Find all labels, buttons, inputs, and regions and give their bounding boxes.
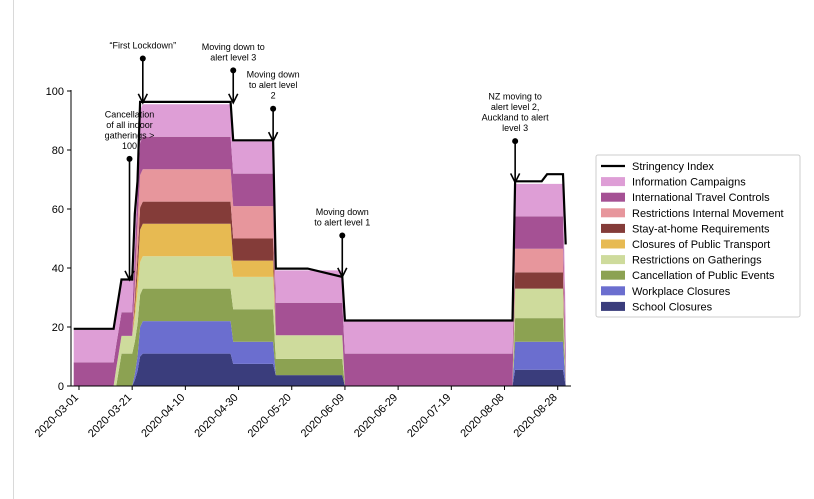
x-tick-label: 2020-03-01 [33,392,81,440]
legend-swatch-closures-of-public-transport [601,239,625,249]
legend-label-stay-at-home-requirements: Stay-at-home Requirements [632,223,770,235]
annotation-a5: Moving down to alert level 1 [314,207,370,279]
annotation-text: NZ moving to alert level 2, Auckland to al… [482,92,550,133]
legend-swatch-restrictions-on-gatherings [601,255,625,265]
annotation-arrow-head [137,93,149,105]
legend-label-cancellation-of-public-events: Cancellation of Public Events [632,270,775,282]
x-tick-label: 2020-08-28 [512,392,560,440]
x-tick-label: 2020-03-21 [86,392,134,440]
annotation-line: alert level 3 [210,52,256,62]
legend-label-stringency-index: Stringency Index [632,161,714,173]
annotation-line: Cancellation [105,109,155,119]
annotations: Cancellation of all indoor gatherings >100… [105,41,550,282]
y-tick-label: 60 [52,204,64,216]
annotation-line: 2 [271,91,276,101]
annotation-line: Moving down [247,70,300,80]
annotation-line: alert level 2, [491,102,540,112]
annotation-a1: Cancellation of all indoor gatherings >100 [105,109,155,282]
annotation-line: NZ moving to [488,92,542,102]
annotation-arrow-head [124,270,135,282]
annotation-a2: “First Lockdown” [110,41,177,105]
annotation-arrow-head [228,93,239,105]
x-tick-label: 2020-06-29 [352,392,400,440]
annotation-line: gatherings > [105,130,155,140]
legend-swatch-stay-at-home-requirements [601,223,625,233]
annotation-line: “First Lockdown” [110,41,177,51]
legend-swatch-school-closures [601,301,625,311]
x-tick-label: 2020-05-20 [246,392,294,440]
x-tick-label: 2020-08-08 [458,392,506,440]
legend: Stringency Index Information Campaigns Int… [595,154,801,318]
legend-swatch-international-travel-controls [601,192,625,202]
x-tick-label: 2020-04-10 [139,392,187,440]
stringency-line-group [73,100,567,330]
legend-box [595,154,801,318]
annotation-arrow-head [509,173,521,185]
legend-label-information-campaigns: Information Campaigns [632,177,746,189]
legend-label-international-travel-controls: International Travel Controls [632,192,770,204]
legend-label-restrictions-on-gatherings: Restrictions on Gatherings [632,255,762,267]
annotation-line: Auckland to alert [482,113,550,123]
stringency-index-line [73,100,567,330]
annotation-arrow-head [267,131,279,143]
annotation-a4: Moving down to alert level 2 [247,70,300,143]
area-workplace-closures [73,321,566,386]
annotation-line: to alert level [249,80,298,90]
annotation-line: Moving down to [202,42,265,52]
annotation-a6: NZ moving to alert level 2, Auckland to al… [482,92,550,185]
annotation-text: Cancellation of all indoor gatherings >100 [105,109,155,151]
annotation-text: Moving down to alert level 3 [202,42,265,63]
annotation-arrow-head [337,267,348,279]
legend-label-closures-of-public-transport: Closures of Public Transport [632,239,770,251]
annotation-text: Moving down to alert level 2 [247,70,300,101]
stacked-areas [73,104,566,386]
annotation-line: of all indoor [106,120,153,130]
y-tick-label: 20 [52,322,64,334]
y-tick-label: 0 [58,381,64,393]
annotation-line: to alert level 1 [314,218,370,228]
legend-label-school-closures: School Closures [632,301,713,313]
legend-label-restrictions-internal-movement: Restrictions Internal Movement [632,208,784,220]
area-school-closures [73,353,566,386]
x-tick-label: 2020-04-30 [192,392,240,440]
y-tick-label: 100 [46,86,64,98]
x-tick-label: 2020-06-09 [299,392,347,440]
annotation-line: 100 [122,141,137,151]
annotation-a3: Moving down to alert level 3 [202,42,265,105]
legend-swatch-restrictions-internal-movement [601,208,625,218]
annotation-text: Moving down to alert level 1 [314,207,370,228]
page-edge-line [13,0,14,499]
annotation-text: “First Lockdown” [110,41,177,51]
legend-swatch-workplace-closures [601,286,625,296]
y-tick-label: 40 [52,263,64,275]
area-cancellation-of-public-events [73,288,566,386]
legend-swatch-information-campaigns [601,177,625,187]
legend-label-workplace-closures: Workplace Closures [632,286,731,298]
x-tick-label: 2020-07-19 [405,392,453,440]
y-tick-label: 80 [52,145,64,157]
annotation-line: level 3 [502,123,528,133]
annotation-line: Moving down [316,207,369,217]
legend-swatch-cancellation-of-public-events [601,270,625,280]
